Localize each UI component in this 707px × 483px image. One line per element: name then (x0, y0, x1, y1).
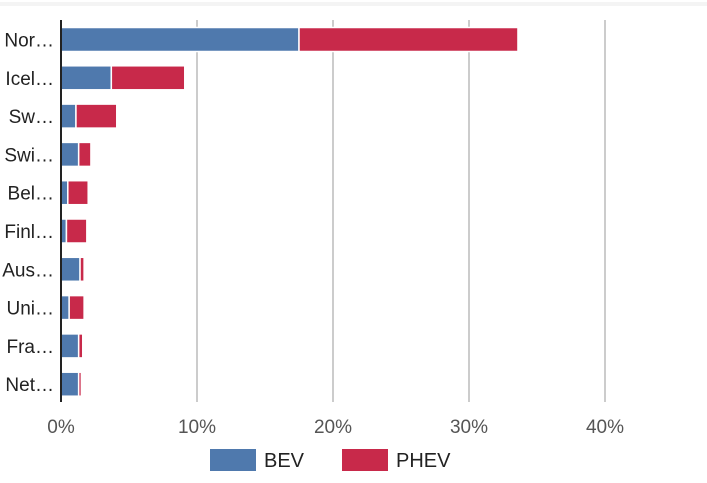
category-label: Fra… (7, 337, 55, 358)
legend: BEV PHEV (210, 449, 451, 472)
bar-phev (77, 371, 83, 397)
legend-swatch-bev (210, 449, 256, 471)
category-label: Sw… (9, 107, 54, 128)
bar-bev (60, 333, 80, 359)
bar-bev (60, 179, 69, 206)
x-tick-label: 40% (586, 417, 624, 438)
bar-phev (79, 256, 85, 283)
category-label: Bel… (8, 184, 54, 205)
bar-phev (65, 218, 88, 244)
category-label: Uni… (6, 299, 54, 320)
bar-bev (60, 371, 80, 397)
bar-phev (110, 65, 186, 91)
x-tick-label: 20% (314, 417, 352, 438)
x-tick-labels: 0% 10% 20% 30% 40% (47, 417, 624, 438)
x-tick-label: 30% (450, 417, 488, 438)
legend-label-phev: PHEV (396, 450, 451, 472)
x-tick-label: 10% (178, 417, 216, 438)
bar-bev (60, 141, 80, 168)
bar-bev (60, 65, 113, 91)
legend-swatch-phev (342, 449, 388, 471)
x-tick-label: 0% (47, 417, 75, 438)
bar-bev (60, 103, 77, 129)
bar-phev (298, 26, 519, 53)
bar-phev (77, 141, 92, 168)
bar-bev (60, 294, 70, 321)
bar-phev (67, 179, 89, 206)
bar-phev (68, 294, 85, 321)
category-label: Icel… (5, 69, 54, 90)
category-labels: Nor… Icel… Sw… Swi… Bel… Finl… Aus… Uni… Fra… Net… (2, 31, 54, 397)
category-label: Aus… (2, 260, 54, 281)
category-label: Finl… (4, 222, 54, 243)
bar-bev (60, 26, 300, 53)
bars (60, 26, 519, 397)
bar-phev (75, 103, 118, 129)
gridlines (196, 20, 606, 402)
legend-label-bev: BEV (264, 450, 305, 472)
bar-bev (60, 256, 81, 283)
category-label: Swi… (4, 145, 54, 166)
bar-phev (77, 333, 84, 359)
category-label: Nor… (4, 31, 54, 52)
header-divider (0, 2, 707, 6)
category-label: Net… (5, 375, 54, 396)
